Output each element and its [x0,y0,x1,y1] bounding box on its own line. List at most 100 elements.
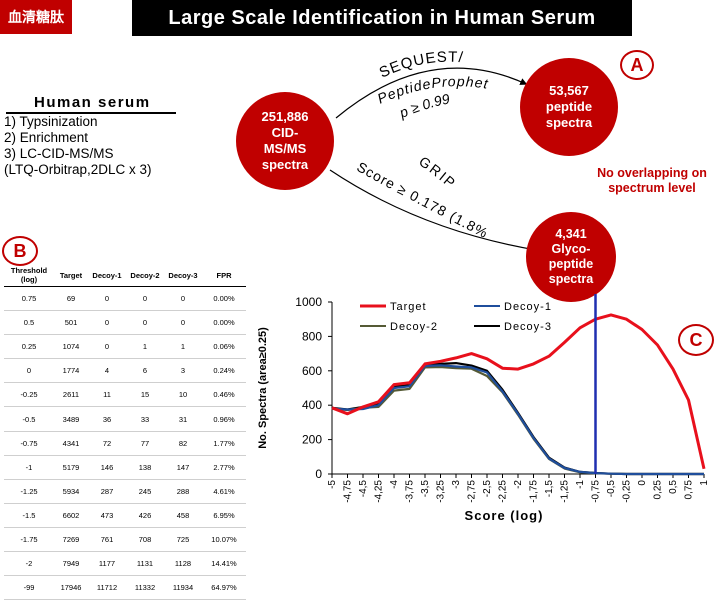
table-cell: 3 [164,358,202,384]
x-tick-label: -1 [575,480,586,489]
svg-text:SEQUEST/: SEQUEST/ [377,49,465,82]
x-tick-label: 0,5 [668,480,679,494]
table-cell: 0.24% [202,358,246,384]
table-cell: 146 [88,455,126,480]
y-tick-label: 1000 [295,295,322,309]
workflow-step: 3) LC-CID-MS/MS [4,146,114,161]
table-cell: -1.25 [4,479,54,504]
table-cell: 458 [164,503,202,528]
legend-label: Decoy-1 [504,301,552,313]
x-tick-label: -4,25 [374,480,385,503]
table-cell: 0.25 [4,334,54,360]
circle-line: MS/MS [263,141,307,156]
series-line-target [331,313,706,470]
x-tick-label: 0,25 [653,480,664,500]
col-header: Target [54,264,88,287]
table-cell: -0.5 [4,406,54,432]
table-row: 0.25 1074 0 1 1 0.06% [4,334,246,360]
table-cell: 1128 [164,551,202,577]
table-cell: -1.5 [4,503,54,528]
x-tick-label: -3 [451,480,462,489]
table-cell: 77 [126,431,164,456]
y-tick-label: 800 [302,329,322,343]
arrow-cid-to-glyco [329,169,538,253]
table-cell: 69 [54,286,88,312]
table-cell: 2611 [54,382,88,408]
table-row: -0.75 4341 72 77 82 1.77% [4,431,246,456]
table-cell: 0.75 [4,286,54,312]
x-tick-label: 0,75 [684,480,695,500]
table-cell: 0 [126,310,164,336]
table-cell: 426 [126,503,164,528]
col-header: Decoy-1 [88,264,126,287]
table-cell: 10.07% [202,527,246,553]
table-cell: 6 [126,358,164,384]
table-cell: 15 [126,382,164,408]
table-cell: 1 [126,334,164,360]
table-cell: 36 [88,406,126,432]
col-header: Decoy-3 [164,264,202,287]
table-cell: 1 [164,334,202,360]
table-cell: 1177 [88,551,126,577]
table-cell: 3489 [54,406,88,432]
workflow-step: 1) Typsinization [4,114,98,129]
x-tick-label: -0,5 [606,480,617,498]
table-cell: 4341 [54,431,88,456]
x-tick-label: -3,75 [405,480,416,503]
workflow-step: 2) Enrichment [4,130,89,145]
circle-line: CID- [271,125,299,140]
circle-line: peptide [548,257,594,271]
svg-text:PeptideProphet: PeptideProphet [375,73,490,107]
x-tick-label: -1,5 [544,480,555,498]
x-tick-label: -4,75 [343,480,354,503]
x-tick-label: -0,75 [591,480,602,503]
y-tick-label: 0 [315,467,322,481]
circle-line: 4,341 [555,227,587,241]
x-tick-label: -5 [327,480,338,489]
circle-line: spectra [261,157,309,172]
table-cell: 0 [88,334,126,360]
circle-line: 53,567 [549,83,589,98]
table-cell: 11332 [126,575,164,600]
table-cell: 1074 [54,334,88,360]
table-cell: 0.06% [202,334,246,360]
table-cell: 761 [88,527,126,553]
table-cell: 10 [164,382,202,408]
table-cell: 72 [88,431,126,456]
x-tick-label: 0 [637,480,648,486]
table-cell: -1.75 [4,527,54,553]
table-cell: 11 [88,382,126,408]
table-cell: 501 [54,310,88,336]
circle-line: spectra [548,272,594,286]
y-tick-label: 400 [302,398,322,412]
table-cell: 0.5 [4,310,54,336]
panel-a-tag: A [620,50,654,80]
table-cell: 7949 [54,551,88,577]
table-cell: 0 [88,310,126,336]
table-cell: 0.00% [202,286,246,312]
table-cell: 0.46% [202,382,246,408]
col-header: Decoy-2 [126,264,164,287]
arrow-cid-to-peptide [335,67,528,119]
circle-line: peptide [545,99,593,114]
grip-label: GRIP [416,153,458,192]
table-cell: 17946 [54,575,88,600]
table-cell: 473 [88,503,126,528]
human-serum-title: Human serum [34,94,151,111]
table-row: 0 1774 4 6 3 0.24% [4,358,246,384]
y-axis-label: No. Spectra (area≥0.25) [257,327,269,449]
circle-line: Glyco- [551,242,591,256]
x-tick-label: -3,25 [436,480,447,503]
y-tick-label: 600 [302,364,322,378]
table-cell: -2 [4,551,54,577]
x-tick-label: -2,75 [467,480,478,503]
table-cell: 0.96% [202,406,246,432]
x-tick-label: 1 [699,480,710,486]
table-row: -1 5179 146 138 147 2.77% [4,455,246,480]
svg-text:GRIP: GRIP [416,153,460,192]
table-cell: 82 [164,431,202,456]
table-row: -0.5 3489 36 33 31 0.96% [4,406,246,432]
table-row: 0.5 501 0 0 0 0.00% [4,310,246,336]
table-row: -1.25 5934 287 245 288 4.61% [4,479,246,504]
series-line-decoy-2 [331,365,704,476]
